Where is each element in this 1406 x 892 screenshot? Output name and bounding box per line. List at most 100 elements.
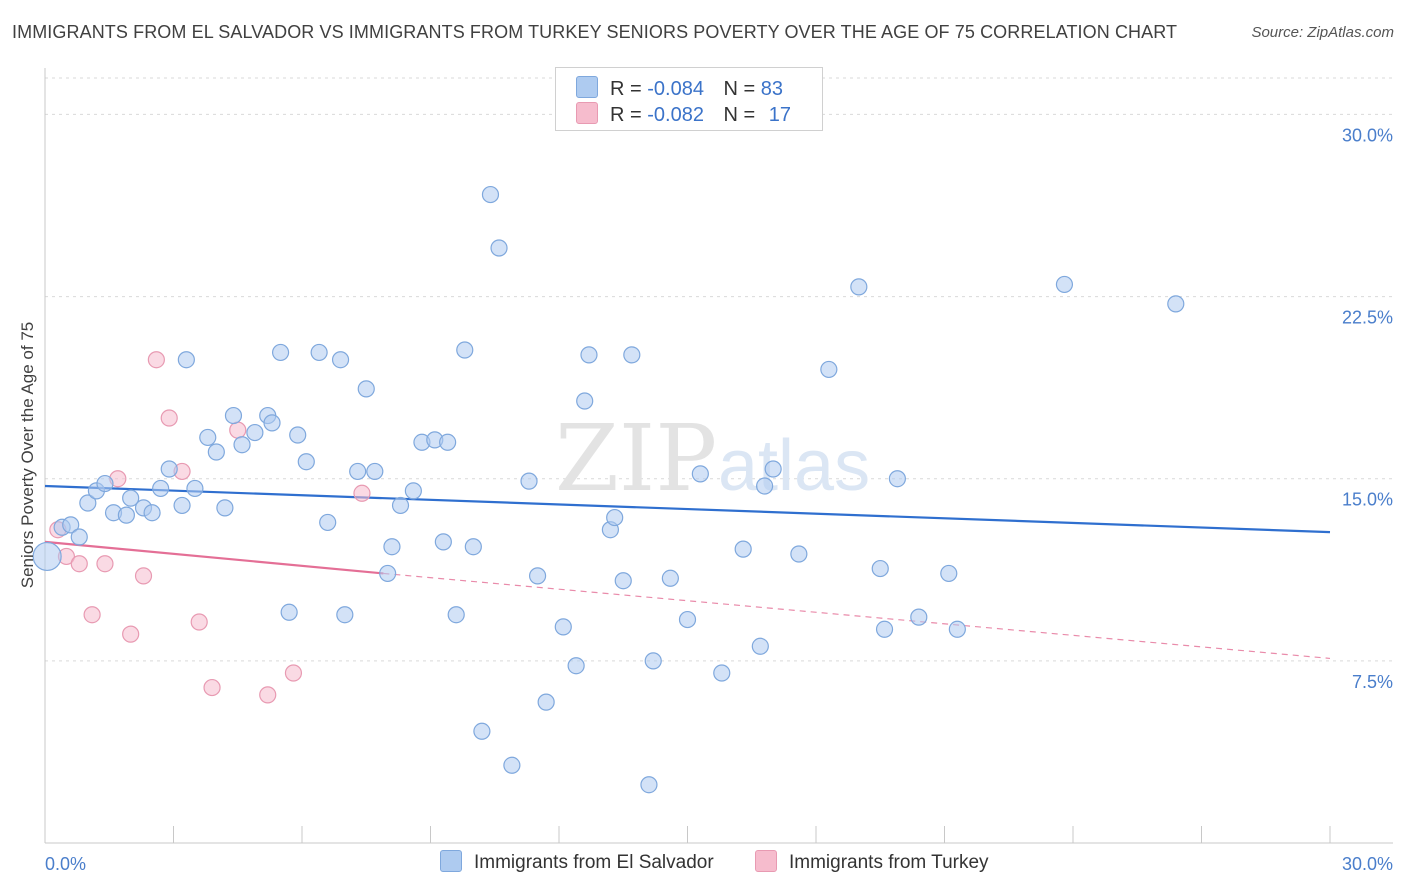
point-el-salvador — [790, 545, 808, 563]
point-el-salvador — [520, 472, 538, 490]
point-el-salvador — [383, 538, 401, 556]
y-tick-label: 15.0% — [1342, 490, 1393, 510]
bottom-legend-swatch-el-salvador — [440, 850, 462, 872]
bottom-legend-label-el-salvador: Immigrants from El Salvador — [474, 852, 714, 873]
point-el-salvador — [464, 538, 482, 556]
point-el-salvador — [177, 351, 195, 369]
point-el-salvador — [336, 606, 354, 624]
point-el-salvador — [199, 428, 217, 447]
point-el-salvador — [640, 776, 658, 794]
point-turkey — [134, 567, 153, 585]
legend-swatch-turkey — [576, 102, 598, 124]
point-el-salvador — [820, 360, 838, 379]
bottom-legend-el-salvador: Immigrants from El Salvador — [440, 850, 714, 874]
point-el-salvador — [490, 239, 508, 257]
point-el-salvador — [357, 380, 375, 398]
point-el-salvador — [70, 528, 88, 546]
point-el-salvador — [263, 414, 281, 432]
point-el-salvador — [481, 185, 500, 204]
point-turkey — [203, 678, 221, 697]
watermark-zip: ZIP — [555, 405, 717, 512]
point-el-salvador — [948, 620, 966, 638]
point-turkey — [160, 409, 178, 427]
series-el-salvador-points — [32, 185, 1185, 794]
point-turkey — [122, 625, 140, 643]
point-el-salvador — [910, 608, 928, 626]
axes — [44, 68, 1393, 844]
legend-r-value: -0.084 — [647, 78, 704, 100]
point-el-salvador — [289, 426, 307, 444]
point-el-salvador — [734, 540, 752, 558]
point-el-salvador — [216, 499, 234, 517]
bottom-legend-label-turkey: Immigrants from Turkey — [789, 852, 989, 873]
point-el-salvador — [764, 460, 782, 478]
point-el-salvador — [871, 559, 889, 578]
x-tick-label: 0.0% — [45, 854, 86, 874]
legend-r-value: -0.082 — [647, 104, 704, 126]
watermark-atlas: atlas — [718, 426, 870, 506]
point-el-salvador — [554, 618, 572, 636]
point-el-salvador — [567, 657, 585, 675]
trend-lines — [44, 484, 1331, 660]
point-turkey — [83, 606, 101, 624]
legend-swatch-el-salvador — [576, 76, 598, 98]
point-turkey — [229, 421, 247, 439]
point-el-salvador — [644, 652, 662, 670]
point-el-salvador — [297, 453, 315, 471]
point-el-salvador — [160, 460, 178, 478]
point-el-salvador — [537, 693, 555, 711]
point-el-salvador — [280, 603, 298, 621]
point-el-salvador — [751, 637, 769, 655]
point-el-salvador — [447, 606, 465, 624]
point-el-salvador — [503, 756, 521, 774]
point-el-salvador — [528, 567, 547, 585]
point-turkey — [147, 351, 165, 369]
y-tick-label: 22.5% — [1342, 308, 1393, 328]
point-el-salvador — [456, 341, 474, 359]
bottom-legend-swatch-turkey — [755, 850, 777, 872]
legend-row-el-salvador: R = -0.084 N = 83 — [576, 76, 783, 100]
point-el-salvador — [122, 489, 140, 507]
point-turkey — [284, 664, 303, 682]
point-el-salvador — [434, 533, 452, 551]
point-el-salvador — [623, 346, 641, 364]
tick-labels: 30.0% 22.5% 15.0% 7.5% 0.0% 30.0% — [45, 125, 1393, 874]
trend-line-turkey-extension — [383, 572, 1331, 660]
point-el-salvador — [173, 496, 191, 515]
point-el-salvador — [310, 343, 328, 362]
y-axis-title: Seniors Poverty Over the Age of 75 — [18, 322, 37, 588]
point-el-salvador — [207, 443, 225, 461]
grid-lines — [45, 77, 1393, 662]
point-el-salvador — [32, 541, 62, 572]
point-el-salvador — [614, 572, 632, 590]
point-el-salvador — [1167, 295, 1185, 313]
bottom-legend-turkey: Immigrants from Turkey — [755, 850, 989, 874]
legend-n-value: 17 — [768, 104, 792, 126]
point-turkey — [96, 555, 114, 573]
point-el-salvador — [755, 477, 774, 495]
point-el-salvador — [331, 351, 350, 369]
x-tick-label: 30.0% — [1342, 854, 1393, 874]
point-el-salvador — [366, 462, 384, 481]
point-el-salvador — [576, 392, 594, 410]
point-el-salvador — [691, 465, 709, 483]
point-turkey — [190, 613, 208, 631]
point-el-salvador — [1055, 275, 1074, 294]
chart-title: IMMIGRANTS FROM EL SALVADOR VS IMMIGRANT… — [12, 22, 1178, 42]
point-el-salvador — [349, 462, 367, 481]
legend-n-label: N = — [723, 78, 756, 100]
point-el-salvador — [473, 722, 491, 740]
point-el-salvador — [96, 474, 114, 493]
watermark: ZIP atlas — [555, 405, 870, 512]
point-el-salvador — [117, 506, 135, 524]
point-turkey — [353, 484, 371, 502]
point-el-salvador — [439, 433, 457, 451]
legend-n-label: N = — [723, 104, 756, 126]
point-el-salvador — [678, 610, 697, 629]
point-el-salvador — [62, 516, 80, 534]
point-el-salvador — [850, 278, 868, 296]
point-el-salvador — [875, 620, 894, 638]
legend-row-turkey: R = -0.082 N = 17 — [576, 102, 791, 126]
point-el-salvador — [713, 664, 731, 682]
